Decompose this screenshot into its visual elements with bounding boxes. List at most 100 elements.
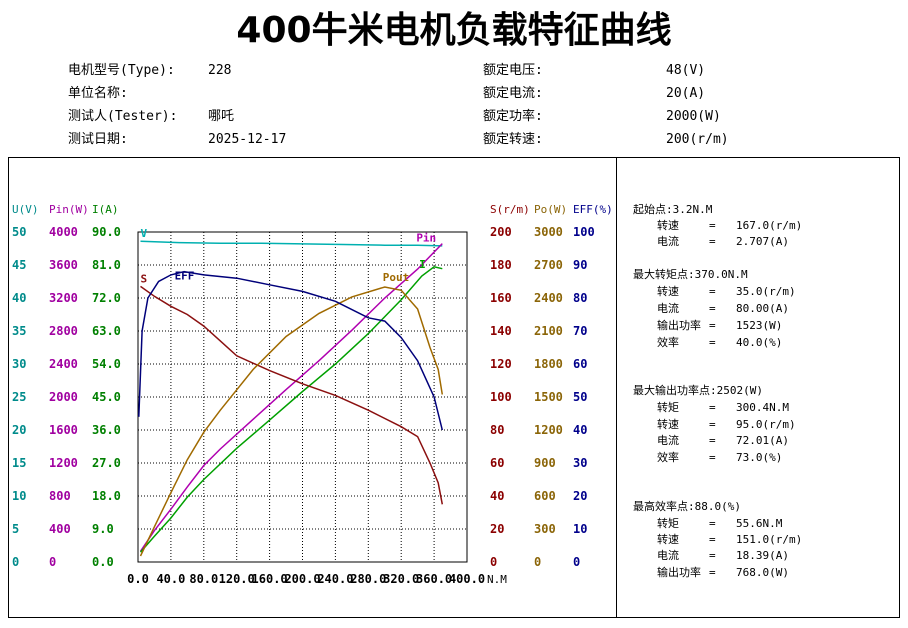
right-axis-tick-label: 1200 xyxy=(534,423,563,437)
x-tick-label: 80.0 xyxy=(189,572,218,586)
info-label-tester: 测试人(Tester): xyxy=(68,109,178,124)
left-axis-tick-label: 36.0 xyxy=(92,423,121,437)
stat-value: 73.0(%) xyxy=(736,451,783,464)
info-label-rated-voltage: 额定电压: xyxy=(483,63,543,78)
stat-label: 转速 xyxy=(657,219,679,232)
left-axis-tick-label: 15 xyxy=(12,456,26,470)
stat-eq: = xyxy=(709,549,716,562)
max-efficiency-header: 最高效率点:88.0(%) xyxy=(633,500,741,513)
stat-value: 768.0(W) xyxy=(736,566,789,579)
right-axis-tick-label: 200 xyxy=(490,225,512,239)
left-axis-tick-label: 10 xyxy=(12,489,26,503)
x-unit-label: N.M xyxy=(487,573,507,586)
right-axis-tick-label: 900 xyxy=(534,456,556,470)
info-value-date: 2025-12-17 xyxy=(208,132,287,147)
right-axis-tick-label: 10 xyxy=(573,522,587,536)
right-axis-tick-label: 300 xyxy=(534,522,556,536)
right-axis-tick-label: 100 xyxy=(490,390,512,404)
page-title: 400牛米电机负载特征曲线 xyxy=(236,10,672,51)
stat-eq: = xyxy=(709,302,716,315)
start-point-header: 起始点:3.2N.M xyxy=(633,203,713,216)
info-value-rated-speed: 200(r/m) xyxy=(666,132,729,147)
stat-label: 效率 xyxy=(657,336,679,349)
x-tick-label: 320.0 xyxy=(383,572,419,586)
right-axis-tick-label: 0 xyxy=(534,555,541,569)
x-tick-label: 240.0 xyxy=(317,572,353,586)
x-tick-label: 40.0 xyxy=(156,572,185,586)
series-label-pout: Pout xyxy=(383,271,410,284)
left-axis-tick-label: 18.0 xyxy=(92,489,121,503)
stat-label: 转矩 xyxy=(657,401,679,414)
stat-label: 电流 xyxy=(657,434,679,447)
right-axis-tick-label: 60 xyxy=(573,357,587,371)
stat-label: 输出功率 xyxy=(657,566,701,579)
left-axis-tick-label: 3600 xyxy=(49,258,78,272)
stat-label: 电流 xyxy=(657,549,679,562)
stat-eq: = xyxy=(709,401,716,414)
x-tick-label: 120.0 xyxy=(219,572,255,586)
stat-label: 输出功率 xyxy=(657,319,701,332)
left-axis-tick-label: 50 xyxy=(12,225,26,239)
chart-frame xyxy=(8,157,900,618)
left-axis-tick-label: 5 xyxy=(12,522,19,536)
stat-value: 2.707(A) xyxy=(736,235,789,248)
right-axis-tick-label: 3000 xyxy=(534,225,563,239)
stat-eq: = xyxy=(709,517,716,530)
right-axis-tick-label: 70 xyxy=(573,324,587,338)
info-label-unit: 单位名称: xyxy=(68,86,128,101)
right-axis-tick-label: 40 xyxy=(490,489,504,503)
stat-eq: = xyxy=(709,219,716,232)
right-axis-tick-label: 80 xyxy=(573,291,587,305)
left-axis-tick-label: 27.0 xyxy=(92,456,121,470)
stat-label: 转速 xyxy=(657,418,679,431)
right-axis-header: EFF(%) xyxy=(573,203,613,216)
right-axis-tick-label: 20 xyxy=(573,489,587,503)
right-axis-tick-label: 40 xyxy=(573,423,587,437)
series-label-s: S xyxy=(140,272,147,285)
left-axis-tick-label: 45.0 xyxy=(92,390,121,404)
x-tick-label: 200.0 xyxy=(284,572,320,586)
left-axis-tick-label: 9.0 xyxy=(92,522,114,536)
left-axis-tick-label: 0 xyxy=(12,555,19,569)
info-label-type: 电机型号(Type): xyxy=(68,63,175,78)
series-label-pin: Pin xyxy=(416,232,436,245)
right-axis-tick-label: 1800 xyxy=(534,357,563,371)
stat-value: 300.4N.M xyxy=(736,401,789,414)
right-axis-tick-label: 90 xyxy=(573,258,587,272)
left-axis-tick-label: 400 xyxy=(49,522,71,536)
right-axis-tick-label: 2100 xyxy=(534,324,563,338)
right-axis-tick-label: 2700 xyxy=(534,258,563,272)
stat-label: 效率 xyxy=(657,451,679,464)
stat-value: 55.6N.M xyxy=(736,517,783,530)
right-axis-header: S(r/m) xyxy=(490,203,530,216)
right-axis-tick-label: 0 xyxy=(490,555,497,569)
left-axis-header: U(V) xyxy=(12,203,39,216)
stat-label: 电流 xyxy=(657,302,679,315)
stat-eq: = xyxy=(709,418,716,431)
stat-label: 转速 xyxy=(657,533,679,546)
info-label-date: 测试日期: xyxy=(68,132,128,147)
right-axis-tick-label: 0 xyxy=(573,555,580,569)
stat-value: 95.0(r/m) xyxy=(736,418,796,431)
stat-value: 72.01(A) xyxy=(736,434,789,447)
info-value-tester: 哪吒 xyxy=(208,109,235,124)
series-line-v xyxy=(140,240,443,247)
stat-eq: = xyxy=(709,336,716,349)
left-axis-tick-label: 35 xyxy=(12,324,26,338)
left-axis-tick-label: 72.0 xyxy=(92,291,121,305)
left-axis-tick-label: 3200 xyxy=(49,291,78,305)
info-value-rated-power: 2000(W) xyxy=(666,109,721,124)
x-tick-label: 160.0 xyxy=(252,572,288,586)
series-label-i: I xyxy=(419,258,426,271)
right-axis-tick-label: 60 xyxy=(490,456,504,470)
stat-value: 80.00(A) xyxy=(736,302,789,315)
plot-border xyxy=(137,231,468,563)
left-axis-tick-label: 30 xyxy=(12,357,26,371)
stat-eq: = xyxy=(709,285,716,298)
left-axis-tick-label: 1200 xyxy=(49,456,78,470)
series-label-v: V xyxy=(140,227,147,240)
right-axis-tick-label: 160 xyxy=(490,291,512,305)
stat-eq: = xyxy=(709,566,716,579)
series-line-i xyxy=(139,265,443,553)
left-axis-tick-label: 54.0 xyxy=(92,357,121,371)
